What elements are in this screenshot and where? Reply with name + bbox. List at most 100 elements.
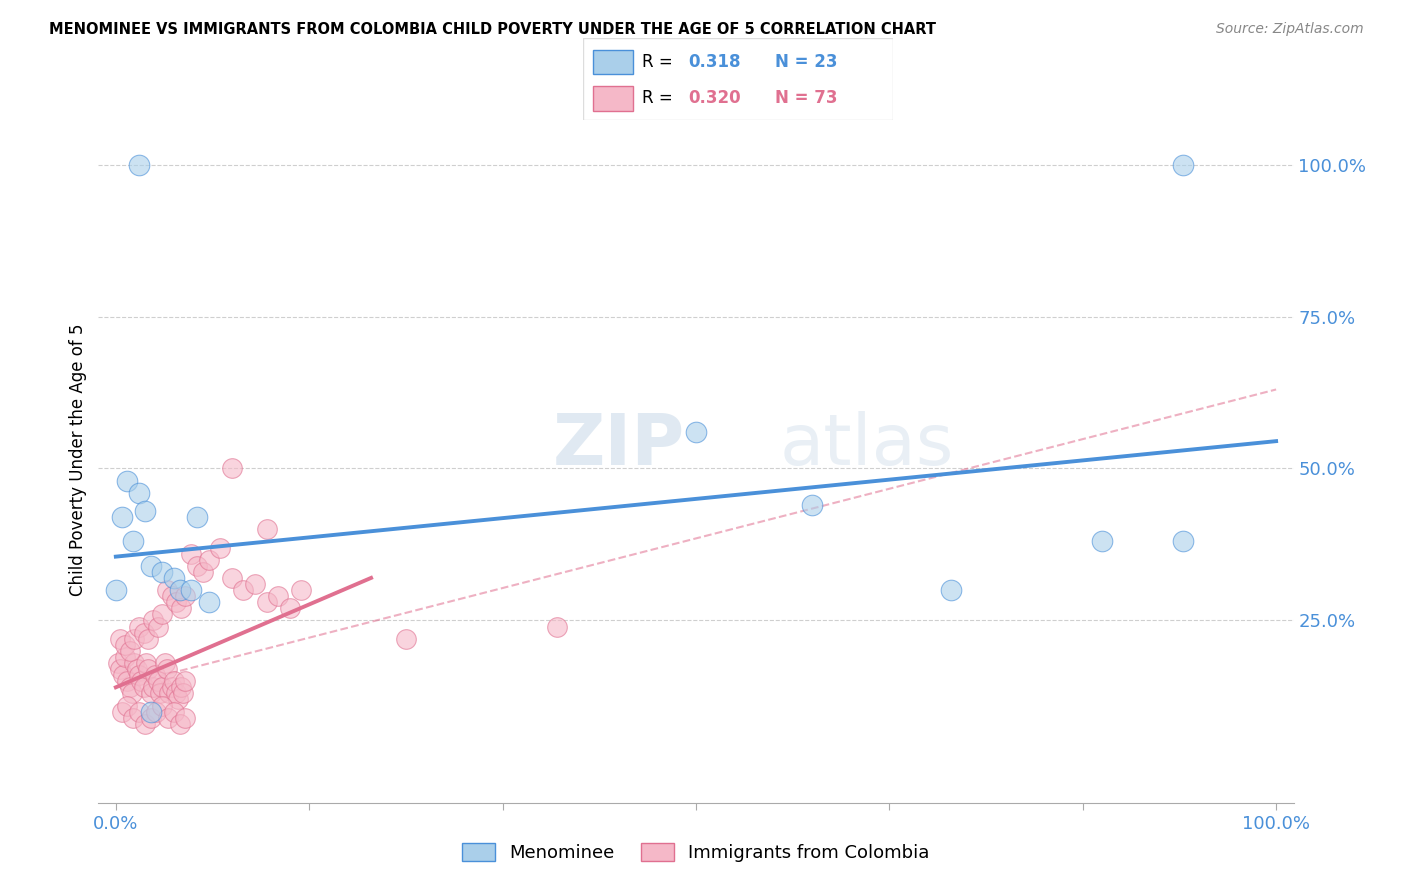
Point [221,571,243,585]
Point [128,158,150,172]
Point [170,601,193,615]
Point [1173,158,1195,172]
Point [156,583,179,598]
Point [135,656,157,670]
Point [142,614,165,628]
Point [122,534,145,549]
Point [117,474,139,488]
Text: R =: R = [643,89,678,107]
Point [256,595,278,609]
Point [267,589,290,603]
Point [110,632,132,646]
Point [114,638,136,652]
Point [169,716,191,731]
Point [157,686,180,700]
Point [150,565,173,579]
Point [117,674,139,689]
Point [174,589,197,603]
Point [139,705,162,719]
Point [941,583,963,598]
Point [191,565,214,579]
Point [142,681,165,695]
Point [290,583,312,598]
Point [145,705,167,719]
Point [104,583,127,598]
Point [146,674,169,689]
Point [685,425,707,439]
Point [186,558,208,573]
Point [232,583,254,598]
Text: Source: ZipAtlas.com: Source: ZipAtlas.com [1216,22,1364,37]
Point [125,662,148,676]
Point [801,498,824,512]
Point [107,656,129,670]
Point [124,656,146,670]
Point [157,711,180,725]
Point [150,698,173,713]
Text: N = 73: N = 73 [775,89,838,107]
Text: 0.318: 0.318 [689,54,741,71]
Point [110,662,132,676]
Point [132,625,155,640]
Point [546,619,568,633]
Point [256,522,278,536]
Point [139,558,162,573]
Point [221,461,243,475]
Point [122,711,145,725]
Point [114,649,136,664]
Text: 0.320: 0.320 [689,89,741,107]
Point [170,681,193,695]
Point [169,583,191,598]
Point [139,711,162,725]
Point [111,705,134,719]
Point [186,510,208,524]
Point [128,705,150,719]
Point [136,632,159,646]
Point [278,601,301,615]
Point [134,504,156,518]
Point [150,681,173,695]
Point [165,686,187,700]
Point [1173,534,1195,549]
Point [197,552,219,566]
FancyBboxPatch shape [583,38,893,120]
Point [163,571,186,585]
Text: ZIP: ZIP [553,411,685,480]
Point [156,662,179,676]
Point [150,607,173,622]
Y-axis label: Child Poverty Under the Age of 5: Child Poverty Under the Age of 5 [69,323,87,596]
Point [163,674,186,689]
Point [160,589,183,603]
Point [243,577,266,591]
Point [139,686,162,700]
Point [111,668,134,682]
FancyBboxPatch shape [593,50,633,74]
Point [153,656,176,670]
Point [163,705,186,719]
Point [118,681,141,695]
Point [167,692,190,706]
Point [136,662,159,676]
Point [1091,534,1114,549]
Point [121,686,143,700]
Point [128,668,150,682]
Text: R =: R = [643,54,678,71]
Point [143,668,166,682]
Point [131,674,153,689]
Point [395,632,418,646]
Point [128,485,150,500]
Point [180,583,202,598]
Point [165,595,187,609]
Point [134,716,156,731]
Point [209,541,232,555]
Point [197,595,219,609]
Point [124,632,146,646]
Point [111,510,134,524]
Point [174,711,197,725]
Text: MENOMINEE VS IMMIGRANTS FROM COLOMBIA CHILD POVERTY UNDER THE AGE OF 5 CORRELATI: MENOMINEE VS IMMIGRANTS FROM COLOMBIA CH… [49,22,936,37]
Text: atlas: atlas [779,411,955,480]
Point [174,674,197,689]
Legend: Menominee, Immigrants from Colombia: Menominee, Immigrants from Colombia [456,836,936,870]
Point [132,681,155,695]
Point [180,547,202,561]
